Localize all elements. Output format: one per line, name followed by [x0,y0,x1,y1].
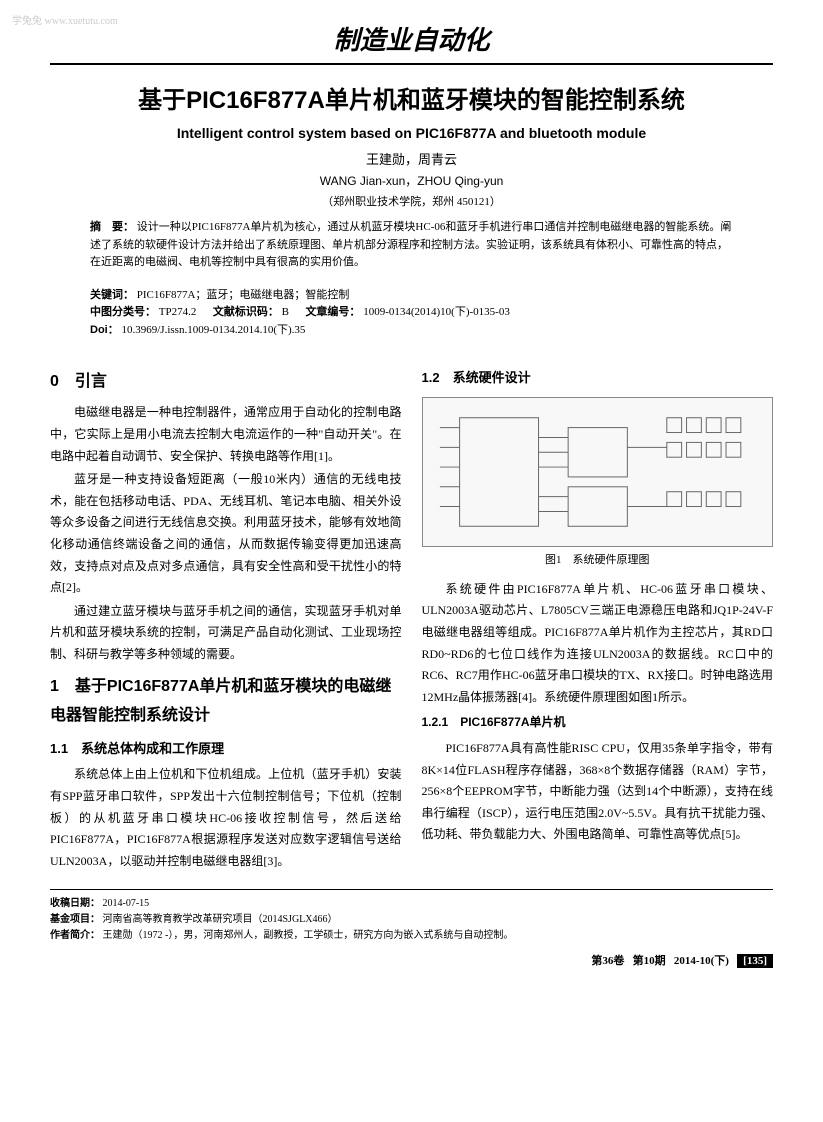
authors-english: WANG Jian-xun，ZHOU Qing-yun [50,172,773,189]
right-column: 1.2 系统硬件设计 [422,360,774,875]
page-footer-issue: 第10期 [633,955,666,967]
classification-row: 中图分类号： TP274.2 文献标识码： B 文章编号： 1009-0134(… [90,304,733,322]
subsection-1-1-heading: 1.1 系统总体构成和工作原理 [50,737,402,760]
doi-label: Doi： [90,324,119,336]
doi-text: 10.3969/J.issn.1009-0134.2014.10(下).35 [121,324,305,336]
keywords-label: 关键词： [90,289,134,301]
left-column: 0 引言 电磁继电器是一种电控制器件，通常应用于自动化的控制电路中，它实际上是用… [50,360,402,875]
journal-name: 制造业自动化 [50,20,773,65]
doc-code-text: B [282,306,289,318]
main-columns: 0 引言 电磁继电器是一种电控制器件，通常应用于自动化的控制电路中，它实际上是用… [50,360,773,875]
author-bio-line: 作者简介： 王建勋（1972 -），男，河南郑州人，副教授，工学硕士，研究方向为… [50,928,773,944]
authors-chinese: 王建勋，周青云 [50,149,773,168]
author-bio-label: 作者简介： [50,930,100,941]
figure-1-caption: 图1 系统硬件原理图 [422,551,774,571]
title-chinese: 基于PIC16F877A单片机和蓝牙模块的智能控制系统 [50,80,773,115]
watermark-text: 学兔兔 www.xuetutu.com [12,12,118,27]
footer-divider: 收稿日期： 2014-07-15 基金项目： 河南省高等教育教学改革研究项目（2… [50,889,773,944]
received-text: 2014-07-15 [103,898,150,909]
title-english: Intelligent control system based on PIC1… [50,125,773,141]
fund-text: 河南省高等教育教学改革研究项目（2014SJGLX466） [103,914,338,925]
page-number: [135] [737,954,773,968]
received-date-line: 收稿日期： 2014-07-15 [50,896,773,912]
page-footer: 第36卷 第10期 2014-10(下) [135] [50,952,773,968]
para-1-2-1-1: PIC16F877A具有高性能RISC CPU，仅用35条单字指令，带有8K×1… [422,738,774,846]
article-id-text: 1009-0134(2014)10(下)-0135-03 [363,306,510,318]
subsubsection-1-2-1-heading: 1.2.1 PIC16F877A单片机 [422,712,774,734]
affiliation: （郑州职业技术学院，郑州 450121） [50,193,773,209]
clc-text: TP274.2 [159,306,197,318]
para-0-1: 电磁继电器是一种电控制器件，通常应用于自动化的控制电路中，它实际上是用小电流去控… [50,402,402,467]
subsection-1-2-heading: 1.2 系统硬件设计 [422,366,774,389]
section-1-heading: 1 基于PIC16F877A单片机和蓝牙模块的电磁继电器智能控制系统设计 [50,673,402,731]
para-1-1: 系统总体上由上位机和下位机组成。上位机（蓝牙手机）安装有SPP蓝牙串口软件，SP… [50,764,402,872]
doc-code-label: 文献标识码： [213,306,279,318]
received-label: 收稿日期： [50,898,100,909]
abstract-text: 设计一种以PIC16F877A单片机为核心，通过从机蓝牙模块HC-06和蓝牙手机… [90,221,731,268]
keywords-text: PIC16F877A；蓝牙；电磁继电器；智能控制 [137,289,350,301]
doi-row: Doi： 10.3969/J.issn.1009-0134.2014.10(下)… [90,322,733,340]
section-0-heading: 0 引言 [50,368,402,397]
para-0-2: 蓝牙是一种支持设备短距离（一般10米内）通信的无线电技术，能在包括移动电话、PD… [50,469,402,599]
page-footer-vol: 第36卷 [591,955,624,967]
abstract-block: 摘 要： 设计一种以PIC16F877A单片机为核心，通过从机蓝牙模块HC-06… [90,219,733,272]
para-0-3: 通过建立蓝牙模块与蓝牙手机之间的通信，实现蓝牙手机对单片机和蓝牙模块系统的控制，… [50,601,402,666]
article-id-label: 文章编号： [305,306,360,318]
author-bio-text: 王建勋（1972 -），男，河南郑州人，副教授，工学硕士，研究方向为嵌入式系统与… [103,930,514,941]
fund-line: 基金项目： 河南省高等教育教学改革研究项目（2014SJGLX466） [50,912,773,928]
para-1-2-1: 系统硬件由PIC16F877A单片机、HC-06蓝牙串口模块、ULN2003A驱… [422,579,774,709]
keywords-row: 关键词： PIC16F877A；蓝牙；电磁继电器；智能控制 [90,287,733,305]
fund-label: 基金项目： [50,914,100,925]
abstract-label: 摘 要： [90,221,134,233]
figure-1-schematic [422,397,774,547]
page-footer-date: 2014-10(下) [674,955,729,967]
clc-label: 中图分类号： [90,306,156,318]
